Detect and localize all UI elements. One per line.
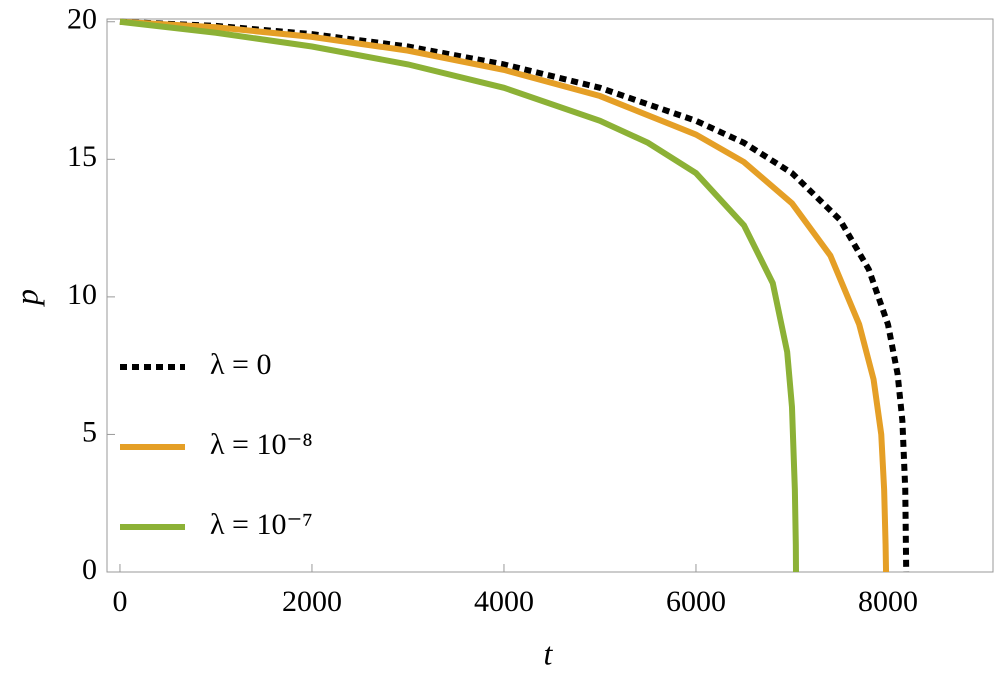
series-line [119, 18, 800, 573]
x-tick-label: 4000 [474, 585, 534, 618]
x-tick-label: 2000 [282, 585, 342, 618]
y-tick-label: 5 [82, 415, 97, 448]
y-tick-label: 0 [82, 553, 97, 586]
y-tick-label: 15 [67, 140, 97, 173]
x-tick-label: 6000 [666, 585, 726, 618]
series-line [119, 18, 890, 573]
y-tick-label: 20 [67, 3, 97, 36]
x-tick-label: 0 [112, 585, 127, 618]
y-axis-label: p [8, 289, 44, 307]
legend-label: λ = 10⁻⁸ [210, 428, 313, 461]
y-tick-label: 10 [67, 278, 97, 311]
plot-frame [106, 18, 994, 573]
legend-label: λ = 10⁻⁷ [210, 508, 313, 541]
x-tick-label: 8000 [858, 585, 918, 618]
x-axis-label: t [544, 635, 554, 671]
legend-label: λ = 0 [210, 348, 271, 381]
series-line [119, 18, 910, 573]
